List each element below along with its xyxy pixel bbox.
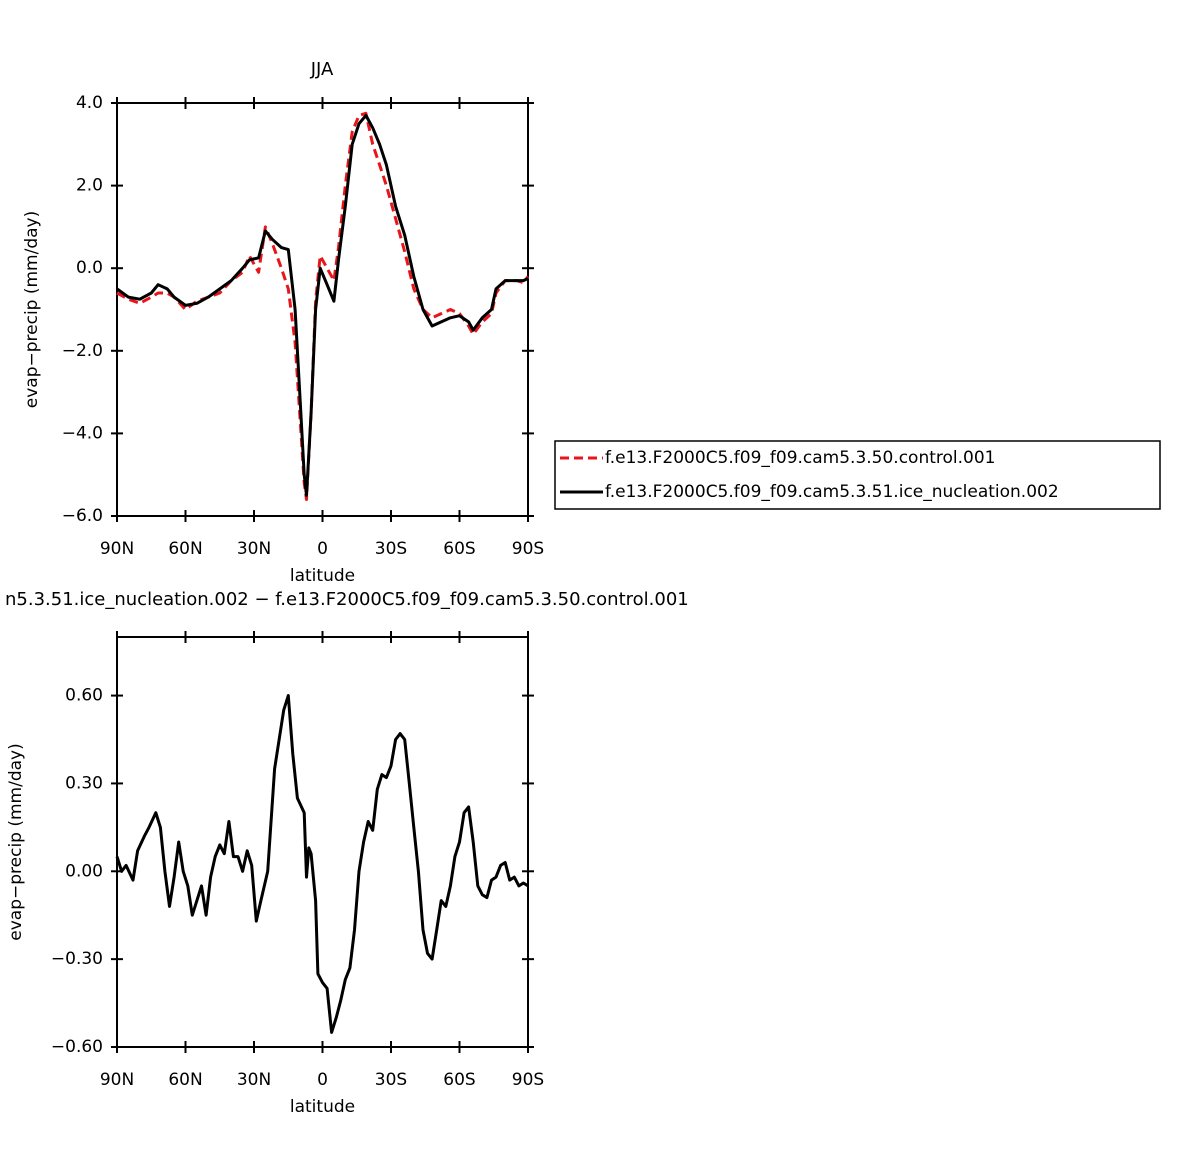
legend-label: f.e13.F2000C5.f09_f09.cam5.3.50.control.… [605, 448, 996, 468]
y-tick-label: 0.00 [65, 861, 103, 881]
chart-title: JJA [310, 59, 334, 80]
y-tick-label: 0.60 [65, 686, 103, 706]
y-tick-label: 4.0 [76, 93, 103, 113]
x-tick-label: 30N [237, 539, 271, 559]
x-axis-label: latitude [290, 1097, 355, 1117]
chart-title: n5.3.51.ice_nucleation.002 − f.e13.F2000… [5, 589, 689, 610]
x-tick-label: 60N [168, 1070, 202, 1090]
data-line [116, 111, 530, 501]
y-tick-label: −0.30 [51, 949, 103, 969]
x-tick-label: 90S [512, 539, 544, 559]
y-tick-label: 2.0 [76, 176, 103, 196]
x-tick-label: 30S [375, 1070, 407, 1090]
legend-box [554, 440, 1161, 510]
y-tick-label: −0.60 [51, 1037, 103, 1057]
legend-label: f.e13.F2000C5.f09_f09.cam5.3.51.ice_nucl… [605, 482, 1059, 502]
plot-frame [116, 636, 529, 1048]
data-line [115, 694, 529, 1034]
x-tick-label: 90N [100, 1070, 134, 1090]
y-tick-label: −4.0 [62, 423, 103, 443]
x-tick-label: 60S [443, 1070, 475, 1090]
y-tick-label: −2.0 [62, 341, 103, 361]
x-tick-label: 90S [512, 1070, 544, 1090]
y-tick-label: 0.0 [76, 258, 103, 278]
y-axis-label: evap−precip (mm/day) [22, 211, 42, 408]
data-line [116, 113, 529, 497]
x-axis-label: latitude [290, 566, 355, 586]
x-tick-label: 60S [443, 539, 475, 559]
x-tick-label: 90N [100, 539, 134, 559]
x-tick-label: 0 [317, 539, 328, 559]
x-tick-label: 60N [168, 539, 202, 559]
x-tick-label: 30N [237, 1070, 271, 1090]
y-axis-label: evap−precip (mm/day) [6, 743, 26, 940]
x-tick-label: 30S [375, 539, 407, 559]
x-tick-label: 0 [317, 1070, 328, 1090]
plot-frame [116, 102, 529, 517]
y-tick-label: −6.0 [62, 506, 103, 526]
y-tick-label: 0.30 [65, 773, 103, 793]
